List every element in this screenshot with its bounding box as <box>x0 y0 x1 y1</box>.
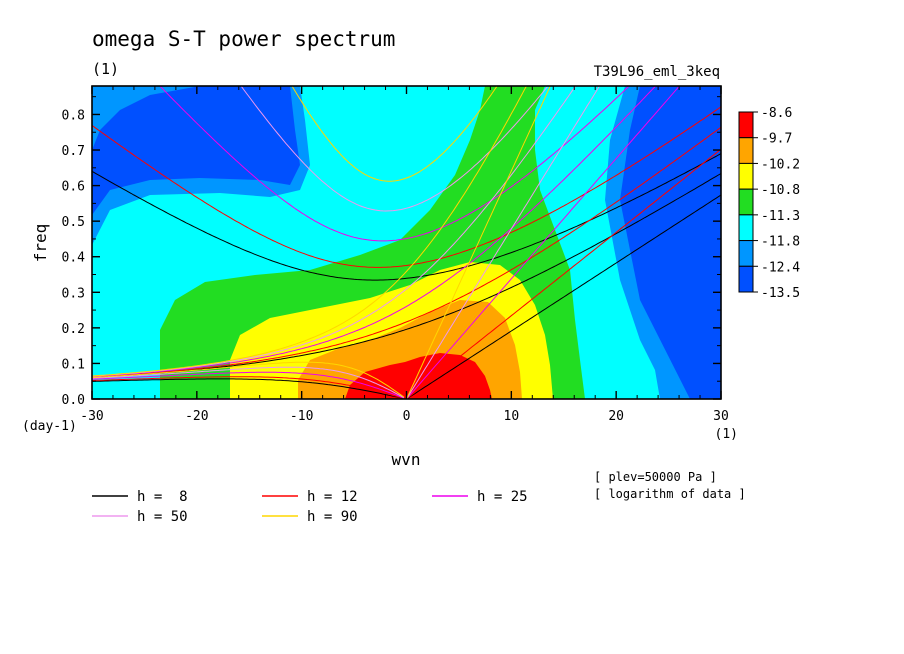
colorbar-swatch-0 <box>738 111 754 139</box>
ig1-curve-h25 <box>159 86 630 242</box>
colorbar-swatch-2 <box>738 162 754 190</box>
colorbar-swatch-6 <box>738 265 754 293</box>
colorbar: -8.6 -9.7 -10.2 -10.8 -11.3 -11.8 -12.4 -13.5 <box>738 106 800 301</box>
legend-label-h8: h = 8 <box>137 489 188 505</box>
colorbar-label-5: -11.8 <box>761 235 800 250</box>
ig1-curve-h12 <box>92 106 721 268</box>
contour-band-9-7 <box>345 353 492 399</box>
dispersion-curves <box>92 86 721 399</box>
colorbar-swatch-3 <box>738 188 754 216</box>
chart-title: omega S-T power spectrum <box>92 27 395 51</box>
x-axis-label: wvn <box>392 450 421 469</box>
ig1-curve-h50 <box>240 86 549 212</box>
x-tick-label-5: 20 <box>608 409 624 424</box>
note-logarithm: [ logarithm of data ] <box>594 487 746 501</box>
colorbar-label-3: -10.8 <box>761 183 800 198</box>
rossby-curve-h90 <box>92 361 405 398</box>
legend-label-h90: h = 90 <box>307 509 358 525</box>
x-tick-label-3: 0 <box>403 409 411 424</box>
x-tick-label-2: -10 <box>290 409 313 424</box>
colorbar-swatch-5 <box>738 240 754 267</box>
legend-label-h12: h = 12 <box>307 489 358 505</box>
rossby-curve-h25 <box>92 371 405 399</box>
legend-label-h50: h = 50 <box>137 509 188 525</box>
y-tick-label-3: 0.3 <box>62 286 85 301</box>
colorbar-label-6: -12.4 <box>761 260 800 275</box>
kelvin-curve-h8 <box>406 194 721 399</box>
y-tick-label-4: 0.4 <box>62 251 86 266</box>
colorbar-swatch-1 <box>738 137 754 164</box>
y-unit-label: (day-1) <box>22 419 77 434</box>
x-tick-label-6: 30 <box>713 409 729 424</box>
rossby-curve-h8 <box>92 378 404 399</box>
ig1-curve-h8 <box>92 153 721 281</box>
kelvin-curve-h12 <box>406 148 721 399</box>
units-label: (1) <box>92 60 119 78</box>
y-tick-label-6: 0.6 <box>62 180 85 195</box>
legend-label-h25: h = 25 <box>477 489 528 505</box>
kelvin-curve-h25 <box>406 86 681 399</box>
axes: -30 -20 -10 0 10 20 30 0.0 0.1 0.2 0.3 0.4 0.5 0.6 0.7… <box>62 86 729 424</box>
colorbar-label-7: -13.5 <box>761 286 800 301</box>
rossby-curve-h50 <box>92 366 405 399</box>
colorbar-label-4: -11.3 <box>761 209 800 224</box>
y-axis-label: freq <box>31 224 50 263</box>
kelvin-curve-h90 <box>406 86 551 399</box>
y-tick-label-5: 0.5 <box>62 215 85 230</box>
x-tick-label-0: -30 <box>80 409 103 424</box>
x-tick-label-1: -20 <box>185 409 208 424</box>
kelvin-curve-h50 <box>406 86 601 399</box>
mrg-curve-h90 <box>92 86 528 377</box>
note-plev: [ plev=50000 Pa ] <box>594 470 717 484</box>
y-tick-label-1: 0.1 <box>62 357 85 372</box>
colorbar-label-2: -10.2 <box>761 157 800 172</box>
y-tick-label-0: 0.0 <box>62 393 85 408</box>
colorbar-label-0: -8.6 <box>761 106 792 121</box>
colorbar-swatch-4 <box>738 214 754 242</box>
mrg-curve-h12 <box>92 126 721 378</box>
y-tick-label-7: 0.7 <box>62 144 85 159</box>
legend: h = 8 h = 12 h = 25 h = 50 h = 90 <box>92 489 528 525</box>
y-tick-label-2: 0.2 <box>62 322 85 337</box>
colorbar-label-1: -9.7 <box>761 132 792 147</box>
y-tick-label-8: 0.8 <box>62 108 85 123</box>
mrg-curve-h25 <box>92 86 657 378</box>
x-tick-label-4: 10 <box>504 409 520 424</box>
rossby-curve-h12 <box>92 376 405 399</box>
x-unit-label: (1) <box>715 427 738 442</box>
mrg-curve-h50 <box>92 86 577 377</box>
ig1-curve-h90 <box>291 86 498 182</box>
plot-area <box>92 86 721 399</box>
run-label: T39L96_eml_3keq <box>594 64 720 80</box>
